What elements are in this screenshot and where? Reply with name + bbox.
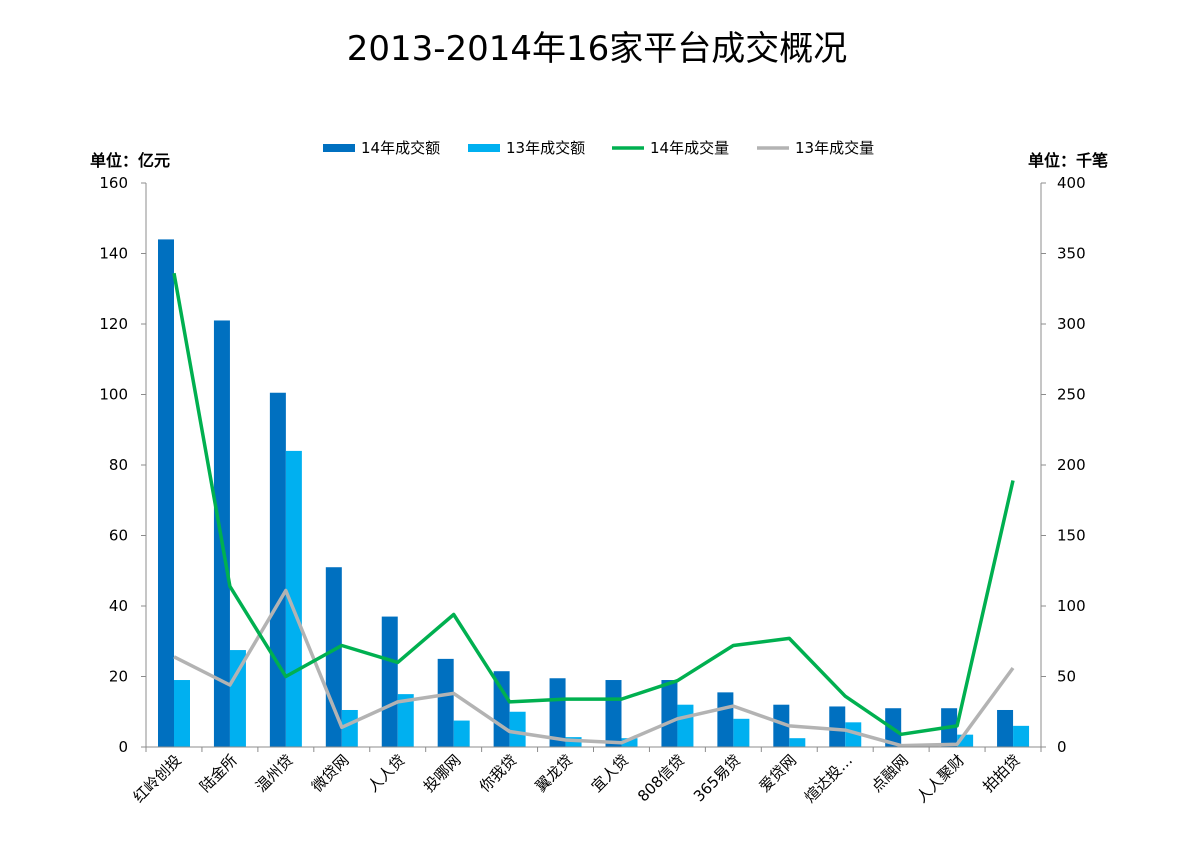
left-y-tick-label: 100 [99,386,128,404]
right-y-tick-label: 400 [1057,174,1086,192]
bar-13-amount [509,711,526,747]
legend-label: 13年成交额 [506,139,585,157]
category-label: 808信贷 [634,751,688,805]
bar-13-amount [453,720,470,747]
bar-13-amount [733,718,750,747]
category-label: 红岭创投 [130,751,185,806]
category-label: 点融网 [867,751,912,796]
legend-swatch [323,144,355,152]
lines-group [172,272,1015,748]
right-y-tick-label: 100 [1057,597,1086,615]
bar-13-amount [621,738,638,747]
category-label: 人人贷 [364,751,409,796]
left-y-tick-label: 80 [109,456,128,474]
bar-14-amount [773,704,790,747]
line-13-volume [173,588,1015,748]
category-label: 你我贷 [476,751,521,796]
legend: 14年成交额 13年成交额 14年成交量 13年成交量 [323,139,874,157]
left-y-tick-label: 160 [99,174,128,192]
category-label: 煊达投… [801,751,856,806]
legend-item: 14年成交额 [323,139,440,157]
category-label: 微贷网 [308,751,353,796]
bar-14-amount [269,392,286,747]
bar-14-amount [381,616,398,747]
legend-label: 14年成交额 [361,139,440,157]
legend-item: 14年成交量 [612,139,729,157]
right-y-tick-label: 50 [1057,668,1076,686]
legend-label: 14年成交量 [650,139,729,157]
bar-13-amount [1013,725,1030,747]
bar-14-amount [997,709,1014,747]
bar-13-amount [789,738,806,747]
category-label: 365易贷 [690,751,744,805]
legend-item: 13年成交量 [757,139,874,157]
bar-14-amount [605,680,622,747]
category-label: 陆金所 [196,751,241,796]
bar-14-amount [158,239,174,747]
bar-13-amount [341,709,358,747]
bar-13-amount [397,694,414,747]
bar-13-amount [677,704,694,747]
category-label: 温州贷 [252,751,297,796]
bar-14-amount [717,692,734,747]
right-axis-unit-label: 单位：千笔 [1028,151,1108,170]
bar-13-amount [229,650,246,747]
left-y-tick-label: 60 [109,527,128,545]
legend-swatch [468,144,500,152]
left-y-tick-label: 0 [118,738,128,756]
left-y-tick-label: 120 [99,315,128,333]
left-y-tick-label: 140 [99,245,128,263]
bar-14-amount [437,658,454,747]
bar-13-amount [174,680,190,747]
right-y-tick-label: 250 [1057,386,1086,404]
category-label: 拍拍贷 [979,751,1024,796]
chart-title: 2013-2014年16家平台成交概况 [347,29,848,69]
bar-14-amount [661,680,678,747]
bars-group [158,239,1030,747]
right-y-tick-label: 150 [1057,527,1086,545]
left-axis-unit-label: 单位：亿元 [90,151,170,170]
legend-item: 13年成交额 [468,139,585,157]
right-y-tick-label: 300 [1057,315,1086,333]
left-y-tick-label: 40 [109,597,128,615]
right-y-tick-label: 350 [1057,245,1086,263]
bar-13-amount [845,722,862,747]
line-14-volume [172,272,1015,737]
category-label: 投哪网 [420,751,465,796]
left-y-tick-label: 20 [109,668,128,686]
right-y-tick-label: 0 [1057,738,1067,756]
right-y-tick-label: 200 [1057,456,1086,474]
category-label: 宜人贷 [588,751,633,796]
category-label: 爱贷网 [756,751,801,796]
axes-group: 0 20 40 60 80 100 120 140 160 0 50 100 150 200 250 300 3… [99,174,1085,806]
category-label: 翼龙贷 [532,751,577,796]
category-label: 人人聚财 [913,751,968,806]
legend-label: 13年成交量 [795,139,874,157]
bar-14-amount [549,678,566,747]
bar-14-amount [829,706,846,747]
